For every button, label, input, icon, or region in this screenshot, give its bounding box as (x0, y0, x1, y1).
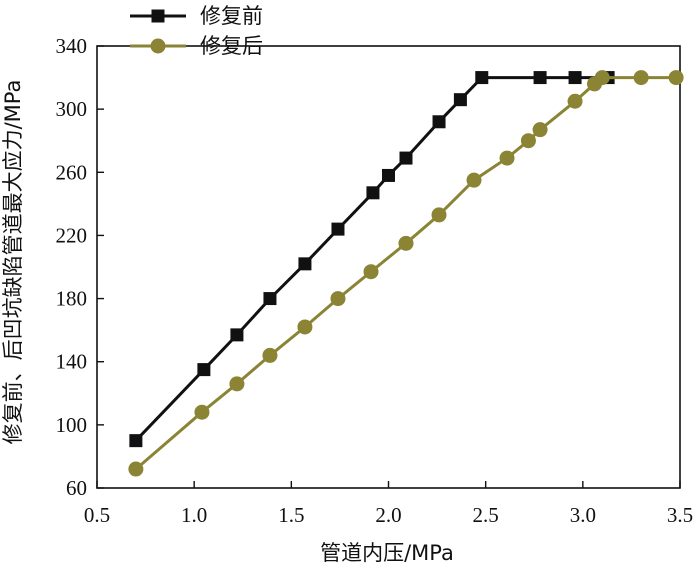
legend-marker (150, 38, 166, 54)
data-point (453, 93, 467, 107)
x-tick-label: 3.0 (570, 503, 596, 527)
series-layer (128, 70, 684, 477)
data-point (633, 70, 649, 86)
data-point (398, 235, 414, 251)
legend-marker (151, 9, 165, 23)
y-tick-label: 180 (56, 287, 88, 311)
data-point (129, 434, 143, 448)
data-point (197, 363, 211, 377)
data-point (399, 151, 413, 165)
data-point (475, 71, 489, 85)
x-tick-label: 1.5 (278, 503, 304, 527)
data-point (330, 291, 346, 307)
data-point (366, 186, 380, 200)
data-point (466, 172, 482, 188)
y-tick-label: 260 (56, 160, 88, 184)
data-point (520, 133, 536, 149)
data-point (298, 257, 312, 271)
x-tick-label: 0.5 (84, 503, 110, 527)
data-point (499, 150, 515, 166)
y-tick-label: 300 (56, 97, 88, 121)
y-tick-label: 140 (56, 350, 88, 374)
data-point (194, 404, 210, 420)
y-axis-ticks: 60 100 140 180 220 260 300 340 (56, 34, 104, 500)
plot-border (96, 45, 681, 489)
data-point (331, 222, 345, 236)
data-point (229, 376, 245, 392)
data-point (668, 70, 684, 86)
data-point (432, 115, 446, 129)
x-tick-label: 1.0 (181, 503, 207, 527)
y-tick-label: 100 (56, 413, 88, 437)
x-tick-label: 3.5 (667, 503, 693, 527)
series-2 (128, 70, 684, 477)
x-tick-label: 2.5 (473, 503, 499, 527)
data-point (594, 70, 610, 86)
data-point (568, 71, 582, 85)
data-point (567, 93, 583, 109)
plot-area (96, 45, 681, 489)
data-point (431, 207, 447, 223)
series-line (134, 76, 677, 471)
x-tick-label: 2.0 (375, 503, 401, 527)
legend-item: 修复后 (130, 34, 263, 58)
data-point (532, 122, 548, 138)
y-axis-label: 修复前、后凹坑缺陷管道最大应力/MPa (1, 80, 25, 445)
data-point (363, 264, 379, 280)
data-point (382, 168, 395, 182)
x-axis-label: 管道内压/MPa (320, 541, 454, 565)
data-point (297, 319, 313, 335)
legend-item: 修复前 (130, 4, 263, 28)
legend-label: 修复前 (200, 4, 263, 28)
data-point (230, 328, 244, 342)
y-tick-label: 340 (56, 34, 88, 58)
y-tick-label: 220 (56, 223, 88, 247)
x-axis-ticks: 0.5 1.0 1.5 2.0 2.5 3.0 3.5 (84, 481, 693, 527)
data-point (128, 461, 144, 477)
y-tick-label: 60 (66, 476, 87, 500)
data-point (533, 71, 547, 85)
data-point (262, 347, 278, 363)
legend-label: 修复后 (200, 34, 263, 58)
data-point (263, 292, 277, 306)
